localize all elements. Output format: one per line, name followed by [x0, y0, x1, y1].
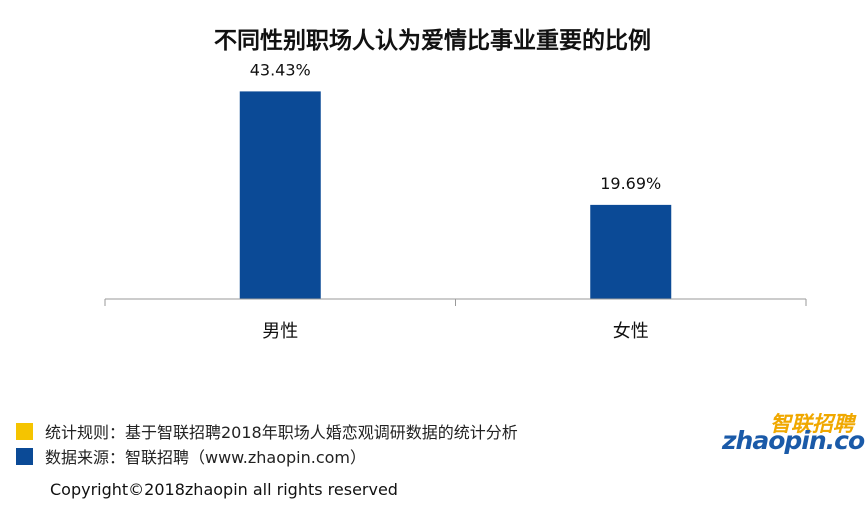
- legend-swatch-yellow: [16, 422, 33, 440]
- data-label-2: 19.69%: [600, 174, 661, 193]
- legend-rule-text: 统计规则：基于智联招聘2018年职场人婚恋观调研数据的统计分析: [45, 423, 518, 442]
- bar-1: [239, 91, 321, 299]
- copyright-text: Copyright©2018zhaopin all rights reserve…: [50, 480, 398, 499]
- logo-cn-text: 智联招聘: [770, 412, 854, 436]
- category-label-1: 男性: [262, 321, 298, 342]
- category-label-2: 女性: [613, 321, 649, 342]
- legend-rule: 统计规则：基于智联招聘2018年职场人婚恋观调研数据的统计分析: [16, 419, 518, 443]
- legend-swatch-blue: [16, 447, 33, 465]
- zhaopin-logo: 智联招聘 zhaopin.com: [722, 408, 865, 460]
- bar-chart: 43.43% 男性 19.69% 女性: [104, 60, 807, 342]
- data-label-1: 43.43%: [250, 60, 311, 79]
- legend-source: 数据来源：智联招聘（www.zhaopin.com）: [16, 444, 366, 468]
- chart-title: 不同性别职场人认为爱情比事业重要的比例: [214, 28, 651, 54]
- legend-source-text: 数据来源：智联招聘（www.zhaopin.com）: [45, 448, 367, 467]
- logo-en-text: zhaopin.com: [722, 426, 865, 455]
- bar-2: [590, 204, 672, 299]
